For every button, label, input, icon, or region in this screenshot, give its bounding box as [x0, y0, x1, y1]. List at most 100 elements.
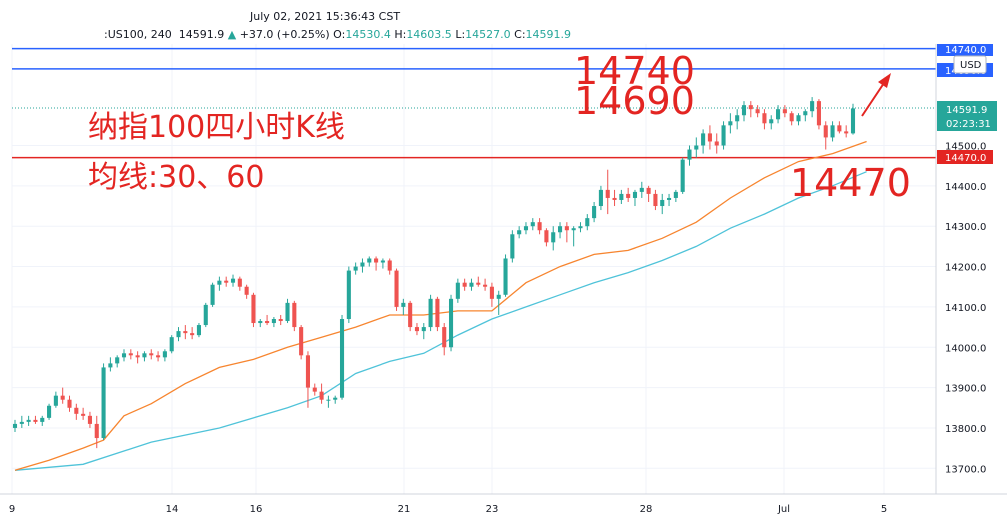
candle[interactable]: [394, 268, 399, 311]
candle[interactable]: [108, 357, 113, 372]
candle[interactable]: [47, 403, 52, 420]
candle[interactable]: [544, 228, 549, 247]
candle[interactable]: [408, 300, 413, 332]
candle[interactable]: [285, 298, 290, 324]
candle[interactable]: [455, 278, 460, 303]
candle[interactable]: [510, 230, 515, 263]
candle[interactable]: [156, 351, 161, 362]
candle[interactable]: [251, 292, 256, 328]
candle[interactable]: [81, 407, 86, 420]
candle[interactable]: [312, 383, 317, 396]
candle[interactable]: [414, 323, 420, 336]
candle[interactable]: [244, 284, 249, 299]
candle[interactable]: [632, 189, 638, 207]
candle[interactable]: [19, 415, 24, 428]
candle[interactable]: [837, 121, 842, 134]
candle[interactable]: [176, 327, 181, 342]
candle[interactable]: [87, 411, 92, 428]
candle[interactable]: [53, 391, 58, 408]
candle[interactable]: [707, 125, 712, 150]
horizontal-level-lines[interactable]: [12, 47, 936, 159]
candle[interactable]: [12, 419, 18, 432]
candle[interactable]: [115, 355, 120, 368]
candle[interactable]: [489, 282, 494, 307]
candle[interactable]: [142, 351, 147, 362]
candle[interactable]: [741, 101, 747, 122]
candle[interactable]: [339, 314, 345, 400]
candle[interactable]: [67, 395, 72, 412]
candle[interactable]: [292, 300, 297, 332]
candle[interactable]: [483, 278, 488, 291]
candle[interactable]: [496, 290, 501, 315]
candle[interactable]: [448, 294, 454, 352]
candle[interactable]: [401, 298, 406, 315]
candle[interactable]: [789, 111, 794, 126]
candle[interactable]: [190, 327, 195, 340]
candle[interactable]: [60, 387, 65, 404]
candle[interactable]: [619, 189, 624, 205]
candle[interactable]: [196, 323, 201, 338]
candle[interactable]: [673, 189, 678, 202]
candle[interactable]: [210, 282, 215, 307]
candle[interactable]: [224, 276, 229, 287]
candle[interactable]: [33, 415, 38, 424]
candle[interactable]: [530, 218, 535, 231]
candle[interactable]: [503, 254, 508, 297]
candle[interactable]: [728, 113, 733, 134]
candle[interactable]: [135, 351, 140, 364]
candle[interactable]: [850, 103, 856, 135]
candle[interactable]: [830, 121, 835, 142]
candle[interactable]: [537, 218, 542, 235]
candle[interactable]: [714, 133, 719, 154]
candle[interactable]: [421, 323, 426, 340]
candle[interactable]: [571, 226, 576, 247]
candle[interactable]: [653, 189, 658, 211]
candle[interactable]: [367, 256, 372, 267]
candle[interactable]: [183, 325, 188, 340]
candle[interactable]: [101, 363, 106, 441]
currency-button[interactable]: USD: [953, 55, 987, 74]
candle[interactable]: [374, 256, 379, 271]
candle[interactable]: [469, 278, 474, 291]
candle[interactable]: [517, 226, 522, 239]
candle[interactable]: [687, 145, 692, 166]
candle[interactable]: [585, 214, 590, 231]
candle[interactable]: [353, 262, 358, 275]
candle[interactable]: [265, 314, 270, 326]
candle[interactable]: [844, 125, 849, 138]
candle[interactable]: [735, 109, 740, 130]
candle[interactable]: [646, 185, 651, 202]
candle[interactable]: [660, 193, 665, 215]
candle[interactable]: [476, 276, 481, 287]
candle[interactable]: [299, 325, 304, 360]
candle[interactable]: [721, 121, 726, 150]
candle[interactable]: [551, 226, 556, 251]
candle[interactable]: [612, 189, 617, 207]
candle[interactable]: [782, 105, 787, 118]
candle[interactable]: [769, 115, 774, 130]
candle[interactable]: [762, 109, 767, 130]
candle[interactable]: [564, 222, 569, 243]
candle[interactable]: [346, 266, 351, 324]
candle[interactable]: [428, 294, 433, 332]
candle[interactable]: [667, 193, 672, 207]
candle[interactable]: [121, 349, 127, 362]
candle[interactable]: [237, 276, 242, 291]
candle[interactable]: [258, 319, 263, 328]
candle[interactable]: [128, 349, 133, 360]
candle[interactable]: [523, 222, 529, 235]
candle[interactable]: [326, 395, 331, 408]
candle[interactable]: [217, 276, 222, 291]
candle[interactable]: [40, 415, 45, 426]
candle[interactable]: [578, 222, 583, 233]
candlestick-series[interactable]: [12, 97, 856, 449]
candle[interactable]: [462, 278, 467, 291]
candle[interactable]: [162, 349, 167, 362]
candle[interactable]: [796, 113, 801, 126]
candle[interactable]: [592, 201, 597, 223]
candle[interactable]: [694, 137, 699, 158]
candle[interactable]: [626, 187, 631, 202]
candle[interactable]: [74, 403, 79, 420]
candle[interactable]: [26, 415, 31, 426]
